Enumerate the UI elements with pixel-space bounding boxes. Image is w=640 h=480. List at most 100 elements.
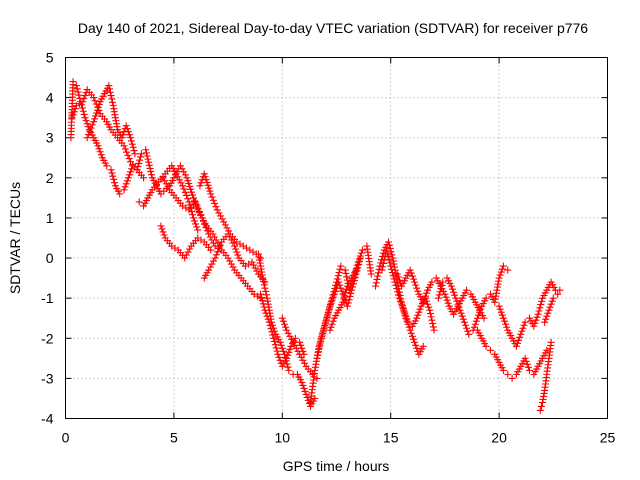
data-point xyxy=(278,314,286,322)
data-point-dense xyxy=(297,341,305,349)
data-point-dense xyxy=(454,300,462,308)
data-point-dense xyxy=(217,212,225,220)
data-point xyxy=(280,350,288,358)
data-point-dense xyxy=(497,268,505,276)
data-point-dense xyxy=(284,329,292,337)
data-point-dense xyxy=(420,295,428,303)
data-point xyxy=(460,318,468,326)
data-point xyxy=(335,278,343,286)
data-point-dense xyxy=(412,281,420,289)
data-point xyxy=(283,354,291,362)
data-point xyxy=(140,174,148,182)
data-point-dense xyxy=(345,296,353,304)
data-point xyxy=(525,366,533,374)
data-point-dense xyxy=(327,299,335,307)
data-point-dense xyxy=(475,311,483,319)
data-point xyxy=(159,174,167,182)
series-track-22 xyxy=(536,338,555,414)
data-point-dense xyxy=(409,335,417,343)
data-point-dense xyxy=(273,347,281,355)
data-point xyxy=(194,226,202,234)
data-point xyxy=(257,290,265,298)
data-point-dense xyxy=(234,251,242,259)
data-point-dense xyxy=(335,268,343,276)
data-point-dense xyxy=(226,257,234,265)
data-point-dense xyxy=(69,111,77,119)
data-point xyxy=(521,354,529,362)
data-point-dense xyxy=(186,245,194,253)
data-point-dense xyxy=(81,92,89,100)
data-point xyxy=(137,150,145,158)
data-point-dense xyxy=(80,95,88,103)
data-point-dense xyxy=(342,285,350,293)
data-point-dense xyxy=(108,95,116,103)
data-point-dense xyxy=(422,289,430,297)
data-point-dense xyxy=(459,315,467,323)
data-point-dense xyxy=(299,381,307,389)
data-point-dense xyxy=(451,291,459,299)
data-point-dense xyxy=(136,156,144,164)
data-point-dense xyxy=(284,351,292,359)
data-point-dense xyxy=(262,291,270,299)
data-point xyxy=(541,318,549,326)
data-point xyxy=(296,350,304,358)
data-point-dense xyxy=(520,321,528,329)
data-point-dense xyxy=(349,283,357,291)
chart-title: Day 140 of 2021, Sidereal Day-to-day VTE… xyxy=(78,20,588,36)
data-point-dense xyxy=(87,124,95,132)
data-point-dense xyxy=(108,169,116,177)
data-point xyxy=(406,326,414,334)
data-point-dense xyxy=(276,356,284,364)
data-point-dense xyxy=(110,179,118,187)
data-point xyxy=(441,290,449,298)
data-point xyxy=(382,246,390,254)
data-point-dense xyxy=(334,272,342,280)
data-point xyxy=(376,262,384,270)
data-point-dense xyxy=(278,344,286,352)
data-point xyxy=(549,294,557,302)
data-point xyxy=(359,246,367,254)
data-point-dense xyxy=(503,323,511,331)
data-point xyxy=(120,142,128,150)
data-point-dense xyxy=(84,131,92,139)
data-point-dense xyxy=(315,344,323,352)
data-point-dense xyxy=(328,320,336,328)
data-point-dense xyxy=(211,200,219,208)
data-point-dense xyxy=(412,341,420,349)
data-point-dense xyxy=(175,176,183,184)
data-point-dense xyxy=(297,353,305,361)
data-point-dense xyxy=(95,145,103,153)
data-point xyxy=(413,314,421,322)
data-point-dense xyxy=(260,281,268,289)
data-point-dense xyxy=(262,309,270,317)
data-point-dense xyxy=(127,168,135,176)
data-point-dense xyxy=(275,353,283,361)
data-point xyxy=(339,298,347,306)
data-point-dense xyxy=(342,289,350,297)
data-point xyxy=(447,282,455,290)
data-point-dense xyxy=(463,324,471,332)
data-point-dense xyxy=(127,137,135,145)
data-point-dense xyxy=(337,284,345,292)
data-point-dense xyxy=(392,281,400,289)
data-point xyxy=(536,406,544,414)
data-point-dense xyxy=(232,245,240,253)
data-point xyxy=(207,246,215,254)
data-point xyxy=(330,290,338,298)
data-point xyxy=(419,342,427,350)
data-point xyxy=(68,114,76,122)
data-point-dense xyxy=(215,209,223,217)
data-point-dense xyxy=(212,203,220,211)
data-point-dense xyxy=(209,196,217,204)
x-tick-label: 25 xyxy=(600,430,616,446)
data-point-dense xyxy=(533,313,541,321)
data-point-dense xyxy=(161,177,169,185)
data-point xyxy=(367,270,375,278)
data-point-dense xyxy=(195,208,203,216)
data-point xyxy=(142,146,150,154)
data-point-dense xyxy=(123,148,131,156)
data-point-dense xyxy=(414,287,422,295)
data-point-dense xyxy=(336,281,344,289)
data-point-dense xyxy=(502,320,510,328)
data-point xyxy=(248,258,256,266)
